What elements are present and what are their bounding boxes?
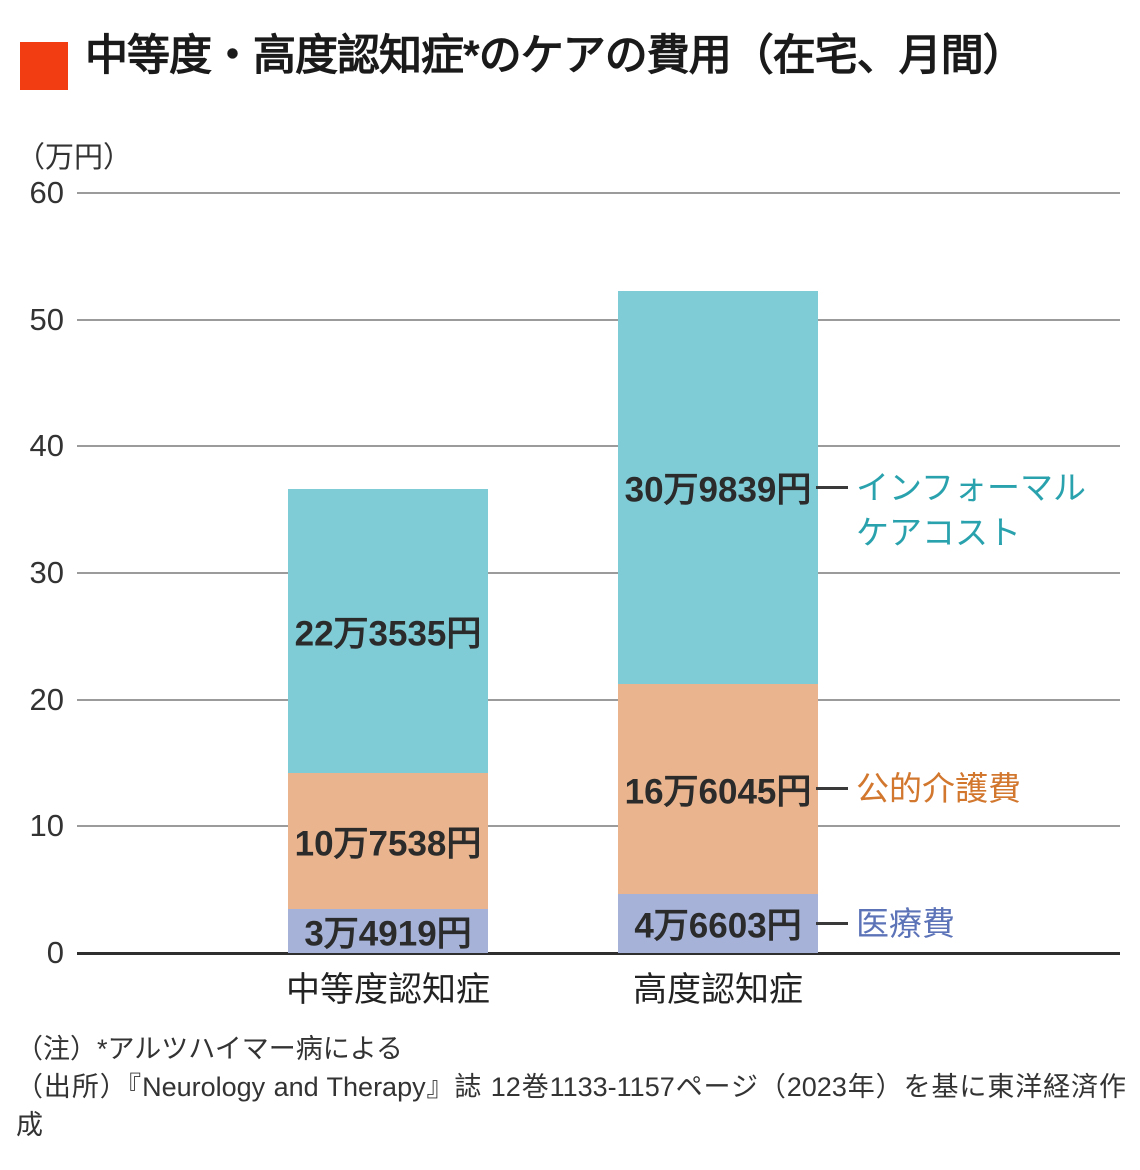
segment-value-label: 3万4919円 xyxy=(304,914,472,954)
gridline xyxy=(77,572,1120,574)
legend-connector-line xyxy=(816,787,848,791)
y-tick-label: 40 xyxy=(29,428,64,464)
x-axis-baseline xyxy=(77,951,1120,955)
y-tick-label: 10 xyxy=(29,808,64,844)
gridline xyxy=(77,318,1120,321)
note-text: （注）*アルツハイマー病による xyxy=(16,1034,403,1064)
y-axis-unit-label: （万円） xyxy=(16,142,133,174)
segment-value-label: 30万9839円 xyxy=(624,470,812,510)
legend-label-informal: インフォーマル xyxy=(856,468,1087,506)
bar-segment-public-care xyxy=(618,683,818,894)
legend-connector-line xyxy=(816,485,848,489)
segment-value-label: 4万6603円 xyxy=(634,906,802,946)
bar-segment-public-care xyxy=(288,772,488,909)
bar-segment-medical xyxy=(288,908,488,953)
legend-label-medical: 医療費 xyxy=(856,904,955,942)
y-tick-label: 20 xyxy=(29,681,64,717)
bar-segment-medical xyxy=(618,893,818,953)
legend-label-informal: ケアコスト xyxy=(856,513,1021,551)
segment-value-label: 10万7538円 xyxy=(294,824,482,864)
gridline xyxy=(77,698,1120,701)
gridline xyxy=(77,192,1120,194)
bar-segment-informal xyxy=(618,291,818,684)
y-tick-label: 60 xyxy=(29,175,64,210)
legend-connector-line xyxy=(816,921,848,925)
segment-value-label: 22万3535円 xyxy=(294,614,482,654)
bar-segment-informal xyxy=(288,489,488,773)
title-marker-icon xyxy=(20,42,68,90)
segment-value-label: 16万6045円 xyxy=(624,772,812,812)
gridline xyxy=(77,825,1120,828)
y-tick-label: 50 xyxy=(29,301,64,337)
source-text: （出所）『Neurology and Therapy』誌 12巻1133-115… xyxy=(16,1072,1126,1140)
legend-label-public-care: 公的介護費 xyxy=(856,770,1021,808)
gridline xyxy=(77,445,1120,448)
y-tick-label: 0 xyxy=(46,935,64,970)
category-label: 高度認知症 xyxy=(633,971,803,1009)
footnotes: （注）*アルツハイマー病による （出所）『Neurology and Thera… xyxy=(16,1030,1126,1144)
chart-title: 中等度・高度認知症*のケアの費用（在宅、月間） xyxy=(85,32,1026,80)
category-label: 中等度認知症 xyxy=(286,971,490,1009)
y-tick-label: 30 xyxy=(29,555,64,590)
